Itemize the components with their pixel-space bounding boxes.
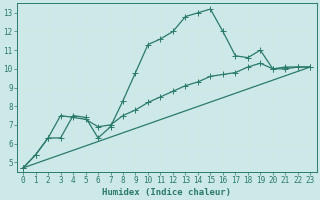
- X-axis label: Humidex (Indice chaleur): Humidex (Indice chaleur): [102, 188, 231, 197]
